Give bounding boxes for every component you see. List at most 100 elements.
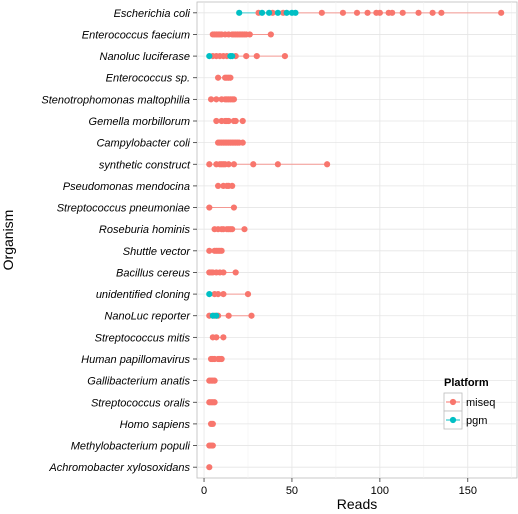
y-tick-label: Homo sapiens (120, 419, 191, 431)
data-point-miseq (214, 74, 222, 81)
data-point-miseq (214, 182, 222, 190)
y-tick-label: Bacillus cereus (116, 267, 190, 279)
data-point-miseq (339, 9, 347, 16)
legend-label: pgm (466, 415, 487, 427)
data-point-miseq (244, 290, 252, 298)
x-gridlines (203, 2, 513, 478)
data-point-pgm (283, 9, 290, 16)
data-point-miseq (213, 334, 220, 341)
y-tick-label: Nanoluc luciferase (100, 51, 191, 63)
data-point-miseq (211, 377, 218, 384)
y-tick-label: Gemella morbillorum (89, 116, 190, 128)
data-point-miseq (225, 161, 232, 168)
y-tick-label: Gallibacterium anatis (87, 376, 190, 388)
data-point-miseq (438, 9, 445, 16)
data-point-miseq (207, 96, 215, 103)
data-point-miseq (227, 74, 234, 81)
data-point-miseq (239, 139, 246, 146)
data-point-miseq (213, 96, 220, 103)
data-point-miseq (246, 31, 253, 38)
data-point-miseq (218, 355, 225, 363)
y-tick-label: Roseburia hominis (99, 224, 191, 236)
x-tick-label: 100 (371, 485, 389, 497)
data-point-miseq (253, 52, 260, 60)
y-tick-label: NanoLuc reporter (104, 311, 191, 323)
data-point-miseq (498, 9, 505, 16)
data-point-miseq (248, 312, 255, 319)
data-point-miseq (389, 9, 396, 16)
data-point-miseq (206, 204, 213, 211)
y-tick-label: Campylobacter coli (96, 138, 190, 150)
data-point-miseq (230, 161, 238, 168)
data-point-miseq (318, 9, 325, 16)
data-point-miseq (211, 399, 218, 406)
x-tick-label: 50 (286, 485, 298, 497)
data-point-miseq (241, 226, 248, 233)
data-point-miseq (353, 9, 361, 16)
y-tick-label: Stenotrophomonas maltophilia (41, 94, 190, 106)
data-point-miseq (364, 9, 371, 16)
data-point-miseq (230, 204, 238, 211)
data-point-miseq (209, 420, 216, 428)
data-point-miseq (239, 117, 246, 125)
data-point-pgm (213, 312, 220, 319)
y-tick-label: Streptococcus pneumoniae (57, 203, 190, 215)
data-point-miseq (243, 52, 250, 60)
data-point-miseq (225, 117, 232, 125)
data-point-miseq (229, 182, 236, 190)
legend-label: miseq (466, 397, 495, 409)
x-tick-label: 150 (459, 485, 477, 497)
data-point-miseq (274, 161, 281, 168)
panel-background (196, 1, 518, 479)
data-point-pgm (206, 52, 213, 60)
data-point-miseq (225, 312, 232, 319)
data-point-miseq (218, 247, 225, 254)
data-point-miseq (415, 9, 422, 16)
x-axis-title: Reads (337, 496, 377, 512)
y-tick-label: Human papillomavirus (81, 354, 190, 366)
data-point-miseq (281, 52, 289, 60)
legend-key-point (449, 398, 457, 406)
y-tick-label: unidentified cloning (96, 289, 191, 301)
data-point-miseq (220, 269, 227, 276)
data-point-miseq (220, 334, 227, 341)
data-point-miseq (376, 9, 383, 16)
data-point-pgm (206, 290, 213, 298)
y-tick-label: Enterococcus faecium (82, 29, 190, 41)
x-axis: 0 50 100 150 (201, 478, 477, 497)
y-axis: Escherichia coli Enterococcus faecium Nano… (41, 8, 197, 474)
legend-key-point (449, 416, 457, 424)
data-point-miseq (206, 464, 213, 471)
y-tick-label: Pseudomonas mendocina (63, 181, 190, 193)
data-point-miseq (209, 442, 216, 449)
x-tick-label: 0 (201, 485, 207, 497)
data-point-pgm (236, 9, 243, 16)
data-point-miseq (220, 290, 227, 298)
y-tick-label: Enterococcus sp. (106, 73, 190, 85)
data-point-miseq (232, 117, 239, 125)
data-point-miseq (230, 96, 238, 103)
data-point-pgm (292, 9, 299, 16)
data-point-pgm (265, 9, 273, 16)
y-tick-label: synthetic construct (99, 159, 191, 171)
legend-title: Platform (444, 377, 489, 389)
data-point-miseq (213, 117, 220, 125)
data-point-pgm (274, 9, 281, 16)
y-tick-label: Streptococcus oralis (91, 397, 191, 409)
data-point-miseq (250, 161, 257, 168)
y-tick-label: Achromobacter xylosoxidans (48, 462, 190, 474)
data-point-miseq (229, 226, 236, 233)
data-point-miseq (206, 247, 213, 254)
data-point-miseq (214, 290, 222, 298)
data-point-miseq (232, 269, 239, 276)
data-point-miseq (399, 9, 406, 16)
y-axis-title: Organism (0, 210, 16, 271)
data-point-miseq (206, 161, 213, 168)
data-point-pgm (258, 9, 266, 16)
y-tick-label: Escherichia coli (114, 8, 191, 20)
y-tick-label: Streptococcus mitis (95, 332, 191, 344)
legend: Platform miseq pgm (443, 377, 495, 430)
data-point-miseq (429, 9, 436, 16)
y-tick-label: Shuttle vector (123, 246, 192, 258)
